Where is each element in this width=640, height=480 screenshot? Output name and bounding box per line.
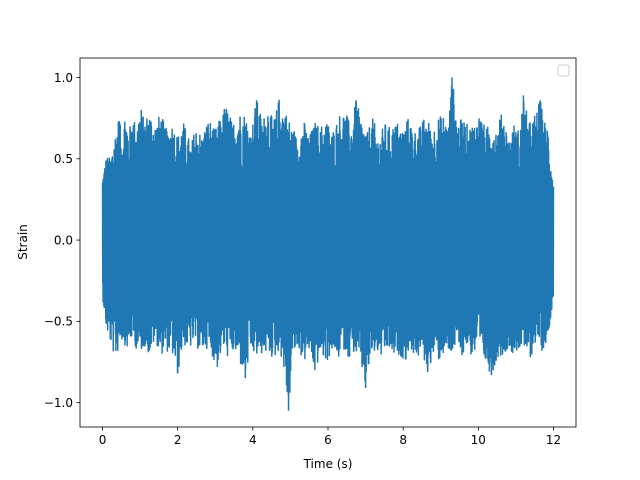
x-axis: 0 2 4 6 8 10 12 bbox=[99, 427, 561, 447]
x-tick-label: 8 bbox=[399, 433, 407, 447]
x-tick-label: 0 bbox=[99, 433, 107, 447]
y-tick-label: −1.0 bbox=[44, 396, 73, 410]
x-tick-label: 12 bbox=[546, 433, 561, 447]
series-line-strain bbox=[101, 77, 555, 411]
y-tick-label: −0.5 bbox=[44, 315, 73, 329]
legend-box bbox=[557, 64, 570, 77]
y-tick-label: 0.5 bbox=[54, 152, 73, 166]
y-axis-label: Strain bbox=[16, 224, 30, 260]
y-tick-label: 1.0 bbox=[54, 71, 73, 85]
y-axis: −1.0 −0.5 0.0 0.5 1.0 bbox=[44, 71, 80, 410]
x-tick-label: 10 bbox=[471, 433, 486, 447]
x-tick-label: 4 bbox=[249, 433, 257, 447]
series-layer bbox=[101, 77, 555, 411]
x-tick-label: 2 bbox=[174, 433, 182, 447]
y-tick-label: 0.0 bbox=[54, 233, 73, 247]
x-tick-label: 6 bbox=[324, 433, 332, 447]
x-axis-label: Time (s) bbox=[303, 457, 353, 471]
